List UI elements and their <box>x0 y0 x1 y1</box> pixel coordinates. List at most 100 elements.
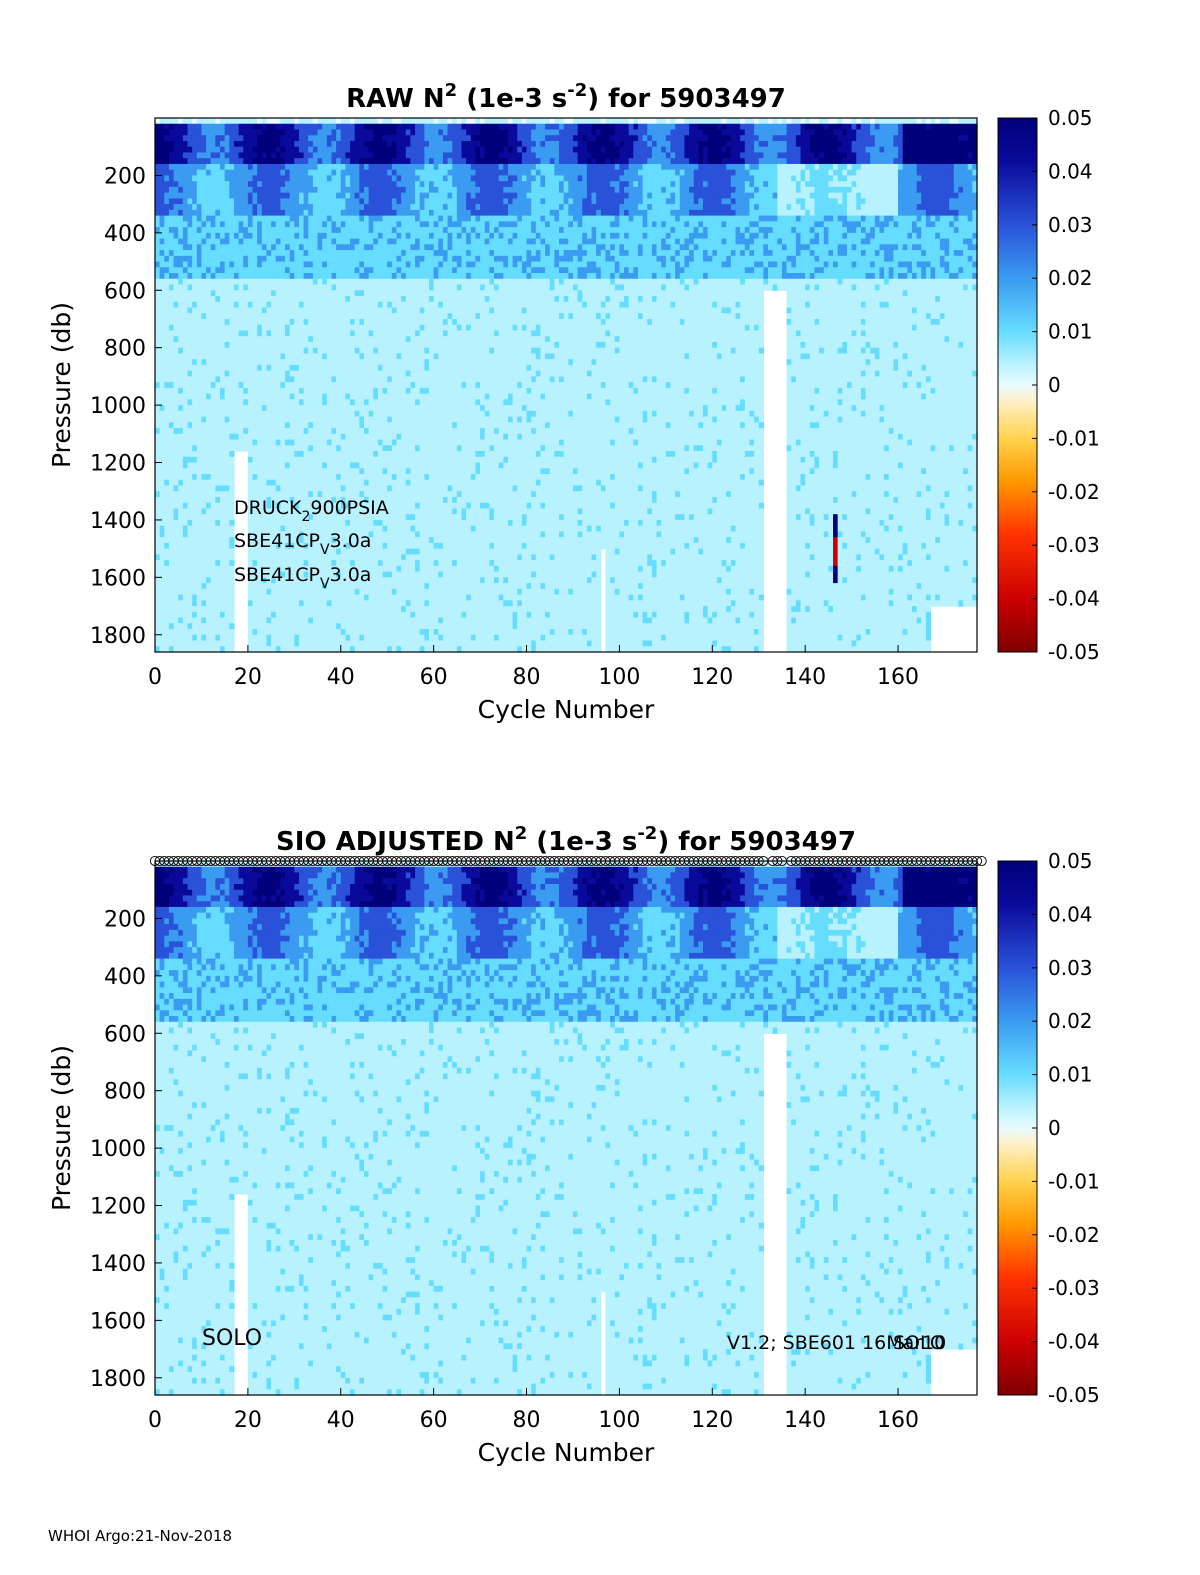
heatmap-cell <box>271 324 277 332</box>
heatmap-cell <box>201 129 207 136</box>
heatmap-cell <box>326 284 333 291</box>
heatmap-cell <box>257 123 263 131</box>
heatmap-cell <box>382 514 388 521</box>
heatmap-cell <box>391 370 398 377</box>
heatmap-cell <box>168 634 175 642</box>
heatmap-cell <box>312 169 319 177</box>
heatmap-cell <box>322 152 328 159</box>
heatmap-cell <box>280 140 286 148</box>
heatmap-cell <box>298 318 305 326</box>
heatmap-cell <box>159 405 165 412</box>
heatmap-cell <box>271 382 277 389</box>
heatmap-cell <box>368 204 374 211</box>
heatmap-cell <box>405 255 412 263</box>
heatmap-cell <box>354 158 360 165</box>
heatmap-cell <box>285 496 291 504</box>
heatmap-cell <box>354 221 360 228</box>
heatmap-cell <box>280 468 286 475</box>
heatmap-cell <box>271 410 277 418</box>
heatmap-cell <box>182 129 189 136</box>
heatmap-cell <box>303 583 309 590</box>
heatmap-cell <box>326 519 333 527</box>
heatmap-cell <box>155 290 161 297</box>
heatmap-cell <box>345 525 351 533</box>
heatmap-cell <box>206 542 212 550</box>
heatmap-cell <box>247 336 254 343</box>
heatmap-cell <box>354 387 360 395</box>
heatmap-cell <box>206 439 212 446</box>
heatmap-cell <box>224 250 230 257</box>
heatmap-cell <box>294 192 300 199</box>
heatmap-cell <box>280 273 286 280</box>
heatmap-cell <box>192 387 198 395</box>
heatmap-cell <box>164 410 170 418</box>
heatmap-cell <box>294 623 300 630</box>
heatmap-cell <box>368 221 374 228</box>
heatmap-cell <box>233 255 240 263</box>
heatmap-cell <box>206 468 212 475</box>
heatmap-cell <box>322 181 328 188</box>
heatmap-cell <box>322 221 328 228</box>
heatmap-cell <box>233 376 240 383</box>
heatmap-cell <box>363 496 370 504</box>
heatmap-cell <box>280 485 286 492</box>
heatmap-cell <box>215 296 221 303</box>
heatmap-cell <box>373 227 379 234</box>
heatmap-cell <box>391 382 398 389</box>
heatmap-cell <box>303 399 309 406</box>
heatmap-cell <box>261 577 268 584</box>
heatmap-cell <box>322 588 328 596</box>
heatmap-cell <box>261 462 268 469</box>
heatmap-cell <box>326 531 333 538</box>
heatmap-cell <box>373 198 379 205</box>
heatmap-cell <box>247 456 254 464</box>
heatmap-cell <box>340 198 346 205</box>
heatmap-cell <box>155 606 161 613</box>
heatmap-cell <box>303 410 309 418</box>
heatmap-cell <box>271 496 277 504</box>
heatmap-cell <box>359 525 365 533</box>
heatmap-cell <box>294 606 300 613</box>
heatmap-cell <box>289 118 295 125</box>
heatmap-cell <box>261 422 268 429</box>
heatmap-cell <box>257 634 263 642</box>
heatmap-cell <box>252 588 258 596</box>
heatmap-cell <box>317 405 323 412</box>
heatmap-cell <box>298 152 305 159</box>
heatmap-cell <box>382 565 388 573</box>
heatmap-cell <box>187 267 193 274</box>
heatmap-cell <box>326 255 333 263</box>
heatmap-cell <box>164 514 170 521</box>
heatmap-cell <box>187 565 193 573</box>
heatmap-cell <box>368 192 374 199</box>
heatmap-cell <box>210 238 216 245</box>
heatmap-cell <box>155 129 161 136</box>
heatmap-cell <box>178 416 184 423</box>
heatmap-cell <box>224 542 230 550</box>
heatmap-cell <box>224 370 230 377</box>
heatmap-cell <box>229 617 235 624</box>
heatmap-cell <box>363 146 370 154</box>
heatmap-cell <box>206 594 212 601</box>
heatmap-cell <box>247 347 254 355</box>
heatmap-cell <box>201 393 207 400</box>
heatmap-cell <box>206 198 212 205</box>
heatmap-cell <box>266 634 272 642</box>
heatmap-cell <box>215 571 221 578</box>
heatmap-cell <box>359 542 365 550</box>
heatmap-cell <box>261 215 268 222</box>
heatmap-cell <box>187 554 193 561</box>
heatmap-cell <box>303 634 309 642</box>
heatmap-cell <box>261 519 268 527</box>
heatmap-cell <box>164 565 170 573</box>
heatmap-cell <box>308 232 314 240</box>
heatmap-cell <box>396 496 402 504</box>
heatmap-cell <box>368 370 374 377</box>
heatmap-cell <box>243 336 249 343</box>
heatmap-cell <box>206 135 212 142</box>
heatmap-cell <box>382 359 388 366</box>
heatmap-cell <box>317 341 323 349</box>
heatmap-cell <box>280 577 286 584</box>
heatmap-cell <box>405 318 412 326</box>
heatmap-cell <box>382 267 388 274</box>
